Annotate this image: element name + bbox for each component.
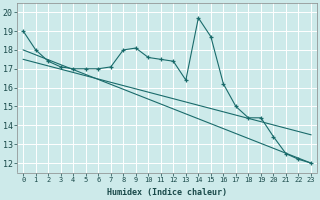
X-axis label: Humidex (Indice chaleur): Humidex (Indice chaleur) (107, 188, 227, 197)
